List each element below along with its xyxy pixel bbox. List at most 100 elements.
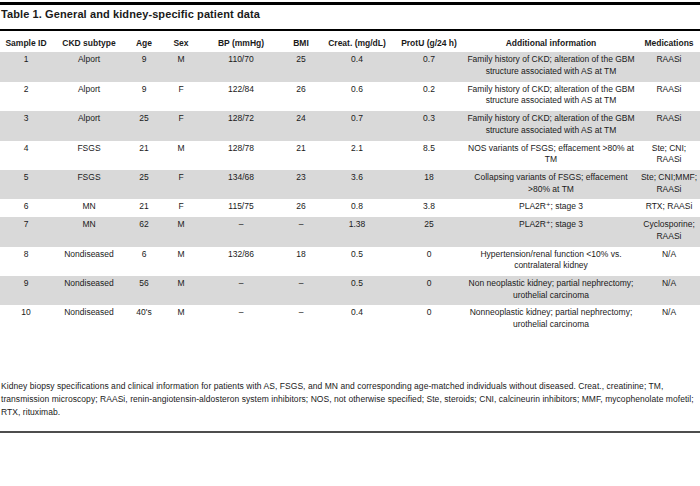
table-header-row: Sample IDCKD subtypeAgeSexBP (mmHg)BMICr… [0, 33, 700, 52]
top-rule [0, 2, 700, 5]
cell-protu: 0 [394, 247, 464, 276]
cell-info: Family history of CKD; alteration of the… [464, 52, 638, 81]
table-row: 1Alport9M110/70250.40.7Family history of… [0, 52, 700, 81]
table-header: Sample IDCKD subtypeAgeSexBP (mmHg)BMICr… [0, 33, 700, 52]
table-row: 4FSGS21M128/78212.18.5NOS variants of FS… [0, 141, 700, 170]
patient-data-table: Sample IDCKD subtypeAgeSexBP (mmHg)BMICr… [0, 33, 700, 335]
cell-info: Hypertension/renal function <10% vs. con… [464, 247, 638, 276]
cell-bp: 128/78 [200, 141, 282, 170]
cell-sex: M [162, 305, 200, 334]
cell-sex: M [162, 141, 200, 170]
column-header-meds: Medications [638, 33, 700, 52]
cell-age: 21 [126, 141, 162, 170]
cell-sex: F [162, 199, 200, 217]
column-header-ckd_subtype: CKD subtype [52, 33, 126, 52]
column-header-bp: BP (mmHg) [200, 33, 282, 52]
table-row: 3Alport25F128/72240.70.3Family history o… [0, 111, 700, 140]
cell-ckd_subtype: MN [52, 199, 126, 217]
cell-age: 62 [126, 217, 162, 246]
cell-meds: RAASi [638, 111, 700, 140]
cell-creat: 0.5 [320, 247, 394, 276]
cell-ckd_subtype: FSGS [52, 170, 126, 199]
cell-meds: N/A [638, 247, 700, 276]
column-header-age: Age [126, 33, 162, 52]
cell-protu: 25 [394, 217, 464, 246]
cell-bmi: – [282, 217, 320, 246]
cell-sex: M [162, 52, 200, 81]
cell-bmi: 21 [282, 141, 320, 170]
cell-meds: N/A [638, 276, 700, 305]
cell-bp: 134/68 [200, 170, 282, 199]
cell-bp: – [200, 305, 282, 334]
bottom-rule [0, 431, 700, 433]
cell-ckd_subtype: FSGS [52, 141, 126, 170]
cell-bmi: 24 [282, 111, 320, 140]
cell-ckd_subtype: MN [52, 217, 126, 246]
column-header-creat: Creat. (mg/dL) [320, 33, 394, 52]
cell-protu: 8.5 [394, 141, 464, 170]
cell-sex: F [162, 170, 200, 199]
cell-sample_id: 7 [0, 217, 52, 246]
cell-ckd_subtype: Alport [52, 52, 126, 81]
cell-creat: 1.38 [320, 217, 394, 246]
column-header-protu: ProtU (g/24 h) [394, 33, 464, 52]
cell-bp: 132/86 [200, 247, 282, 276]
table-footnote: Kidney biopsy specifications and clinica… [1, 380, 699, 419]
table-row: 2Alport9F122/84260.60.2Family history of… [0, 82, 700, 111]
cell-bp: 115/75 [200, 199, 282, 217]
cell-age: 9 [126, 82, 162, 111]
cell-sex: M [162, 217, 200, 246]
cell-info: Family history of CKD; alteration of the… [464, 111, 638, 140]
cell-age: 9 [126, 52, 162, 81]
cell-info: Family history of CKD; alteration of the… [464, 82, 638, 111]
cell-protu: 0 [394, 305, 464, 334]
cell-ckd_subtype: Nondiseased [52, 305, 126, 334]
cell-bp: 128/72 [200, 111, 282, 140]
cell-bp: 122/84 [200, 82, 282, 111]
cell-bp: – [200, 217, 282, 246]
cell-creat: 3.6 [320, 170, 394, 199]
cell-bmi: 25 [282, 52, 320, 81]
cell-bmi: 23 [282, 170, 320, 199]
cell-bmi: 26 [282, 199, 320, 217]
cell-age: 21 [126, 199, 162, 217]
cell-sample_id: 9 [0, 276, 52, 305]
cell-bp: – [200, 276, 282, 305]
cell-info: PLA2R⁺; stage 3 [464, 199, 638, 217]
table-figure: Table 1. General and kidney-specific pat… [0, 0, 700, 486]
cell-ckd_subtype: Alport [52, 82, 126, 111]
cell-meds: N/A [638, 305, 700, 334]
cell-protu: 0.2 [394, 82, 464, 111]
cell-sex: F [162, 82, 200, 111]
cell-age: 40's [126, 305, 162, 334]
cell-age: 25 [126, 170, 162, 199]
column-header-bmi: BMI [282, 33, 320, 52]
table-row: 10Nondiseased40'sM––0.40Nonneoplastic ki… [0, 305, 700, 334]
cell-creat: 0.4 [320, 305, 394, 334]
column-header-info: Additional information [464, 33, 638, 52]
cell-age: 6 [126, 247, 162, 276]
table-title: Table 1. General and kidney-specific pat… [1, 8, 699, 20]
cell-meds: Ste; CNI; RAASi [638, 141, 700, 170]
cell-ckd_subtype: Alport [52, 111, 126, 140]
cell-sex: F [162, 111, 200, 140]
cell-info: Collapsing variants of FSGS; effacement … [464, 170, 638, 199]
cell-meds: RTX; RAASi [638, 199, 700, 217]
cell-info: PLA2R⁺; stage 3 [464, 217, 638, 246]
cell-bmi: 26 [282, 82, 320, 111]
cell-creat: 0.5 [320, 276, 394, 305]
table-body: 1Alport9M110/70250.40.7Family history of… [0, 52, 700, 335]
cell-creat: 0.4 [320, 52, 394, 81]
cell-bmi: – [282, 276, 320, 305]
cell-sample_id: 5 [0, 170, 52, 199]
cell-sample_id: 2 [0, 82, 52, 111]
cell-protu: 18 [394, 170, 464, 199]
cell-sample_id: 3 [0, 111, 52, 140]
cell-sample_id: 4 [0, 141, 52, 170]
cell-meds: Cyclosporine; RAASi [638, 217, 700, 246]
cell-protu: 0.7 [394, 52, 464, 81]
cell-sample_id: 1 [0, 52, 52, 81]
cell-sex: M [162, 276, 200, 305]
title-rule [0, 29, 700, 31]
cell-protu: 0 [394, 276, 464, 305]
